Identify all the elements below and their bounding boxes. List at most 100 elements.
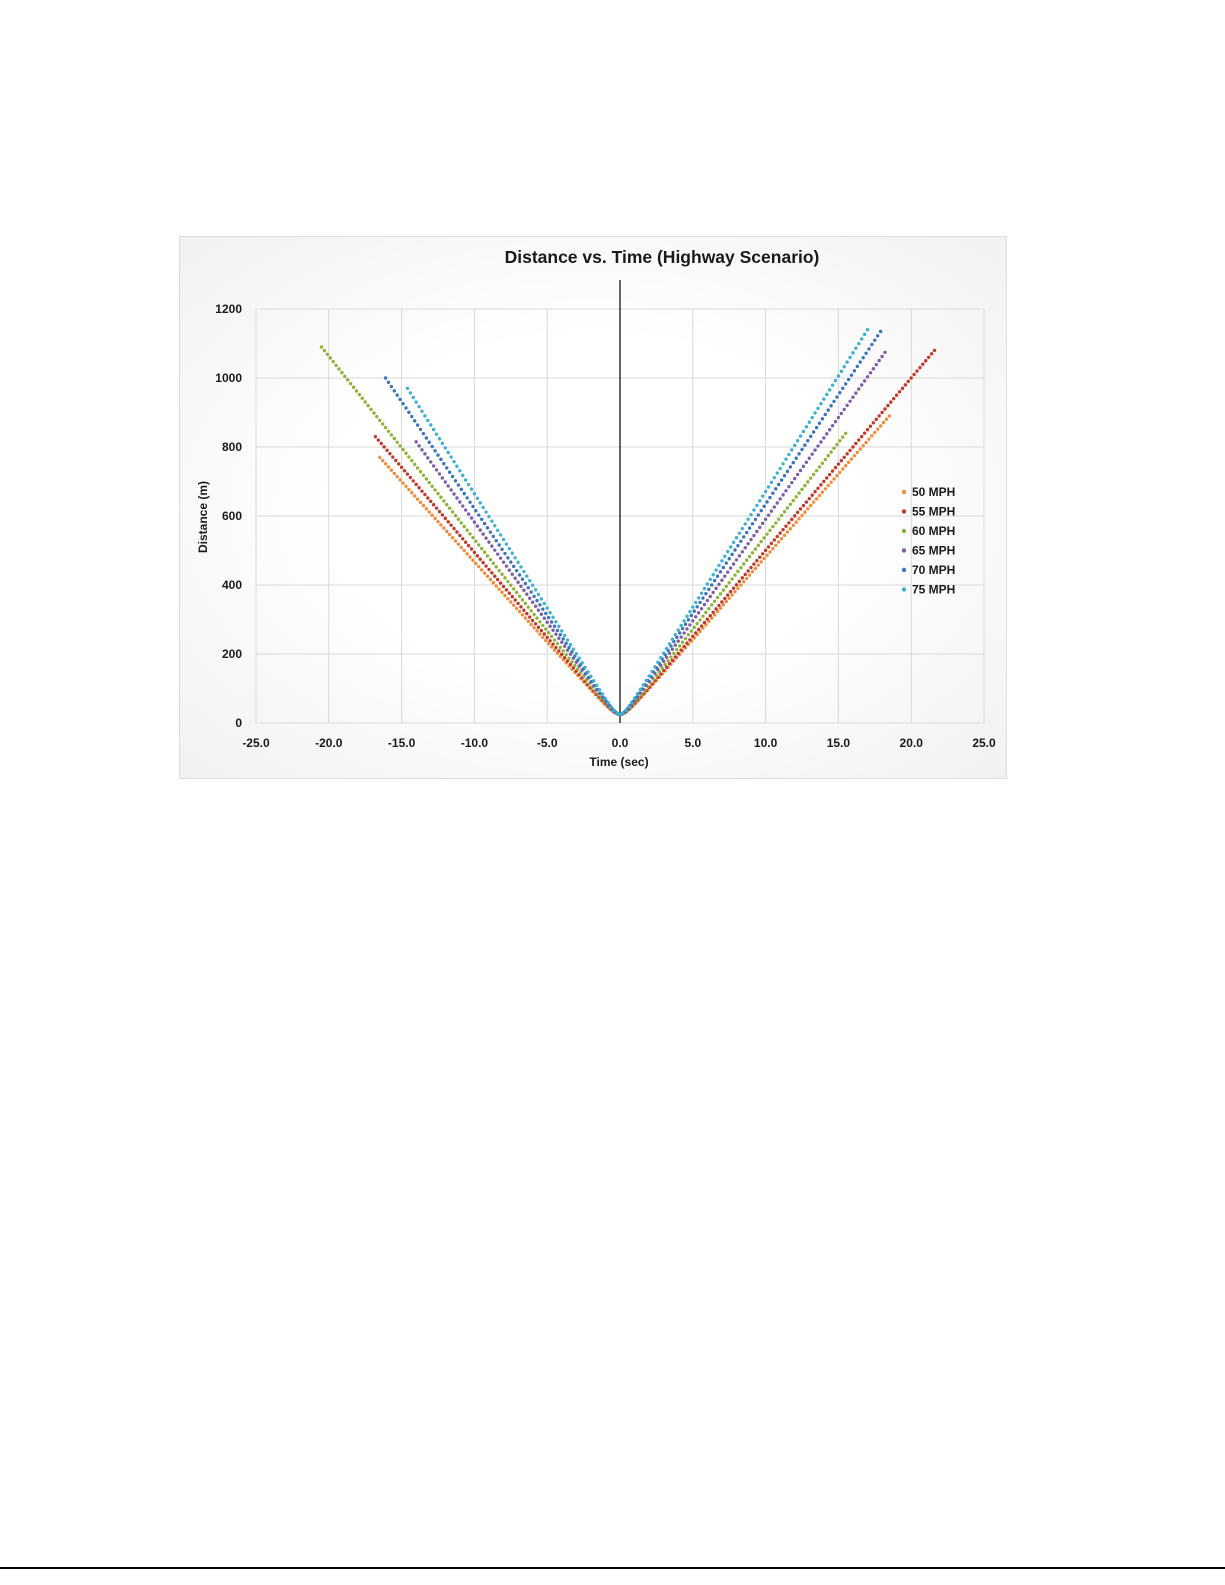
data-point: [811, 472, 816, 477]
data-point: [568, 662, 573, 667]
data-point: [743, 546, 747, 550]
data-point: [392, 471, 397, 476]
x-tick-label: 20.0: [900, 736, 924, 750]
data-point: [392, 436, 397, 441]
data-point: [852, 454, 857, 458]
data-point: [427, 480, 431, 485]
data-point: [711, 590, 715, 595]
data-point: [734, 558, 739, 562]
data-point: [830, 423, 835, 428]
data-point: [434, 468, 439, 472]
y-tick-label: 600: [222, 509, 242, 523]
data-point: [455, 496, 459, 500]
data-point: [804, 425, 809, 429]
data-point: [564, 641, 568, 645]
data-point: [726, 570, 730, 574]
data-point: [867, 347, 871, 351]
data-point: [772, 475, 777, 480]
data-point: [597, 688, 602, 692]
data-point: [737, 531, 742, 535]
data-point: [535, 598, 539, 603]
data-point: [758, 555, 762, 559]
data-point: [769, 541, 774, 546]
data-point: [514, 590, 519, 595]
data-point: [752, 562, 756, 566]
data-point: [530, 618, 535, 623]
data-point: [404, 406, 408, 410]
data-point: [552, 648, 557, 652]
data-point: [629, 700, 634, 705]
data-point: [829, 480, 833, 484]
data-point: [739, 583, 743, 587]
data-point: [932, 348, 937, 353]
data-point: [506, 556, 510, 560]
data-point: [487, 514, 491, 519]
data-point: [552, 638, 557, 642]
data-point: [790, 517, 794, 522]
data-point: [398, 397, 402, 402]
data-point: [698, 618, 702, 622]
data-point: [535, 616, 539, 620]
y-axis-title: Distance (m): [196, 481, 210, 553]
data-point: [398, 444, 402, 448]
data-point: [551, 615, 555, 619]
data-point: [839, 369, 844, 374]
data-point: [860, 434, 864, 439]
data-point: [694, 631, 698, 635]
data-point: [686, 618, 691, 622]
data-point: [474, 509, 478, 513]
data-point: [546, 641, 551, 646]
data-point: [694, 615, 698, 619]
data-point: [836, 374, 841, 378]
data-point: [790, 480, 794, 485]
data-point: [417, 444, 421, 448]
data-point: [443, 516, 447, 521]
y-tick-label: 200: [222, 647, 242, 661]
data-point: [763, 489, 768, 494]
data-point: [710, 583, 714, 587]
data-point: [894, 393, 899, 397]
data-point: [680, 640, 685, 644]
data-point: [698, 600, 702, 605]
data-point: [867, 437, 871, 441]
data-point: [447, 506, 452, 510]
data-point: [851, 445, 855, 449]
data-point: [493, 524, 497, 528]
data-point: [466, 512, 471, 516]
data-point: [790, 448, 794, 452]
data-point: [809, 503, 813, 508]
data-point: [488, 577, 493, 582]
data-point: [433, 488, 437, 492]
data-point: [726, 549, 730, 554]
data-point: [771, 524, 775, 529]
data-point: [717, 603, 721, 608]
data-point: [528, 615, 532, 619]
data-point: [779, 478, 784, 482]
legend-label: 55 MPH: [912, 505, 955, 519]
data-point: [749, 565, 753, 570]
data-point: [487, 567, 491, 572]
data-point: [756, 513, 761, 517]
data-point: [814, 468, 819, 473]
data-point: [692, 625, 696, 630]
data-point: [756, 563, 761, 567]
data-point: [380, 422, 385, 426]
data-point: [680, 626, 685, 631]
data-point: [421, 473, 426, 477]
data-point: [712, 578, 717, 583]
data-point: [801, 464, 806, 469]
data-point: [787, 521, 791, 525]
data-point: [418, 427, 423, 432]
data-point: [782, 510, 787, 514]
data-point: [490, 571, 494, 575]
data-point: [615, 711, 619, 715]
data-point: [331, 359, 335, 364]
data-point: [712, 613, 717, 617]
data-point: [742, 580, 746, 584]
data-point: [458, 533, 462, 538]
data-point: [871, 421, 876, 425]
data-point: [576, 667, 580, 671]
data-point: [667, 642, 672, 646]
data-point: [453, 479, 458, 483]
chart-title: Distance vs. Time (Highway Scenario): [505, 247, 820, 267]
